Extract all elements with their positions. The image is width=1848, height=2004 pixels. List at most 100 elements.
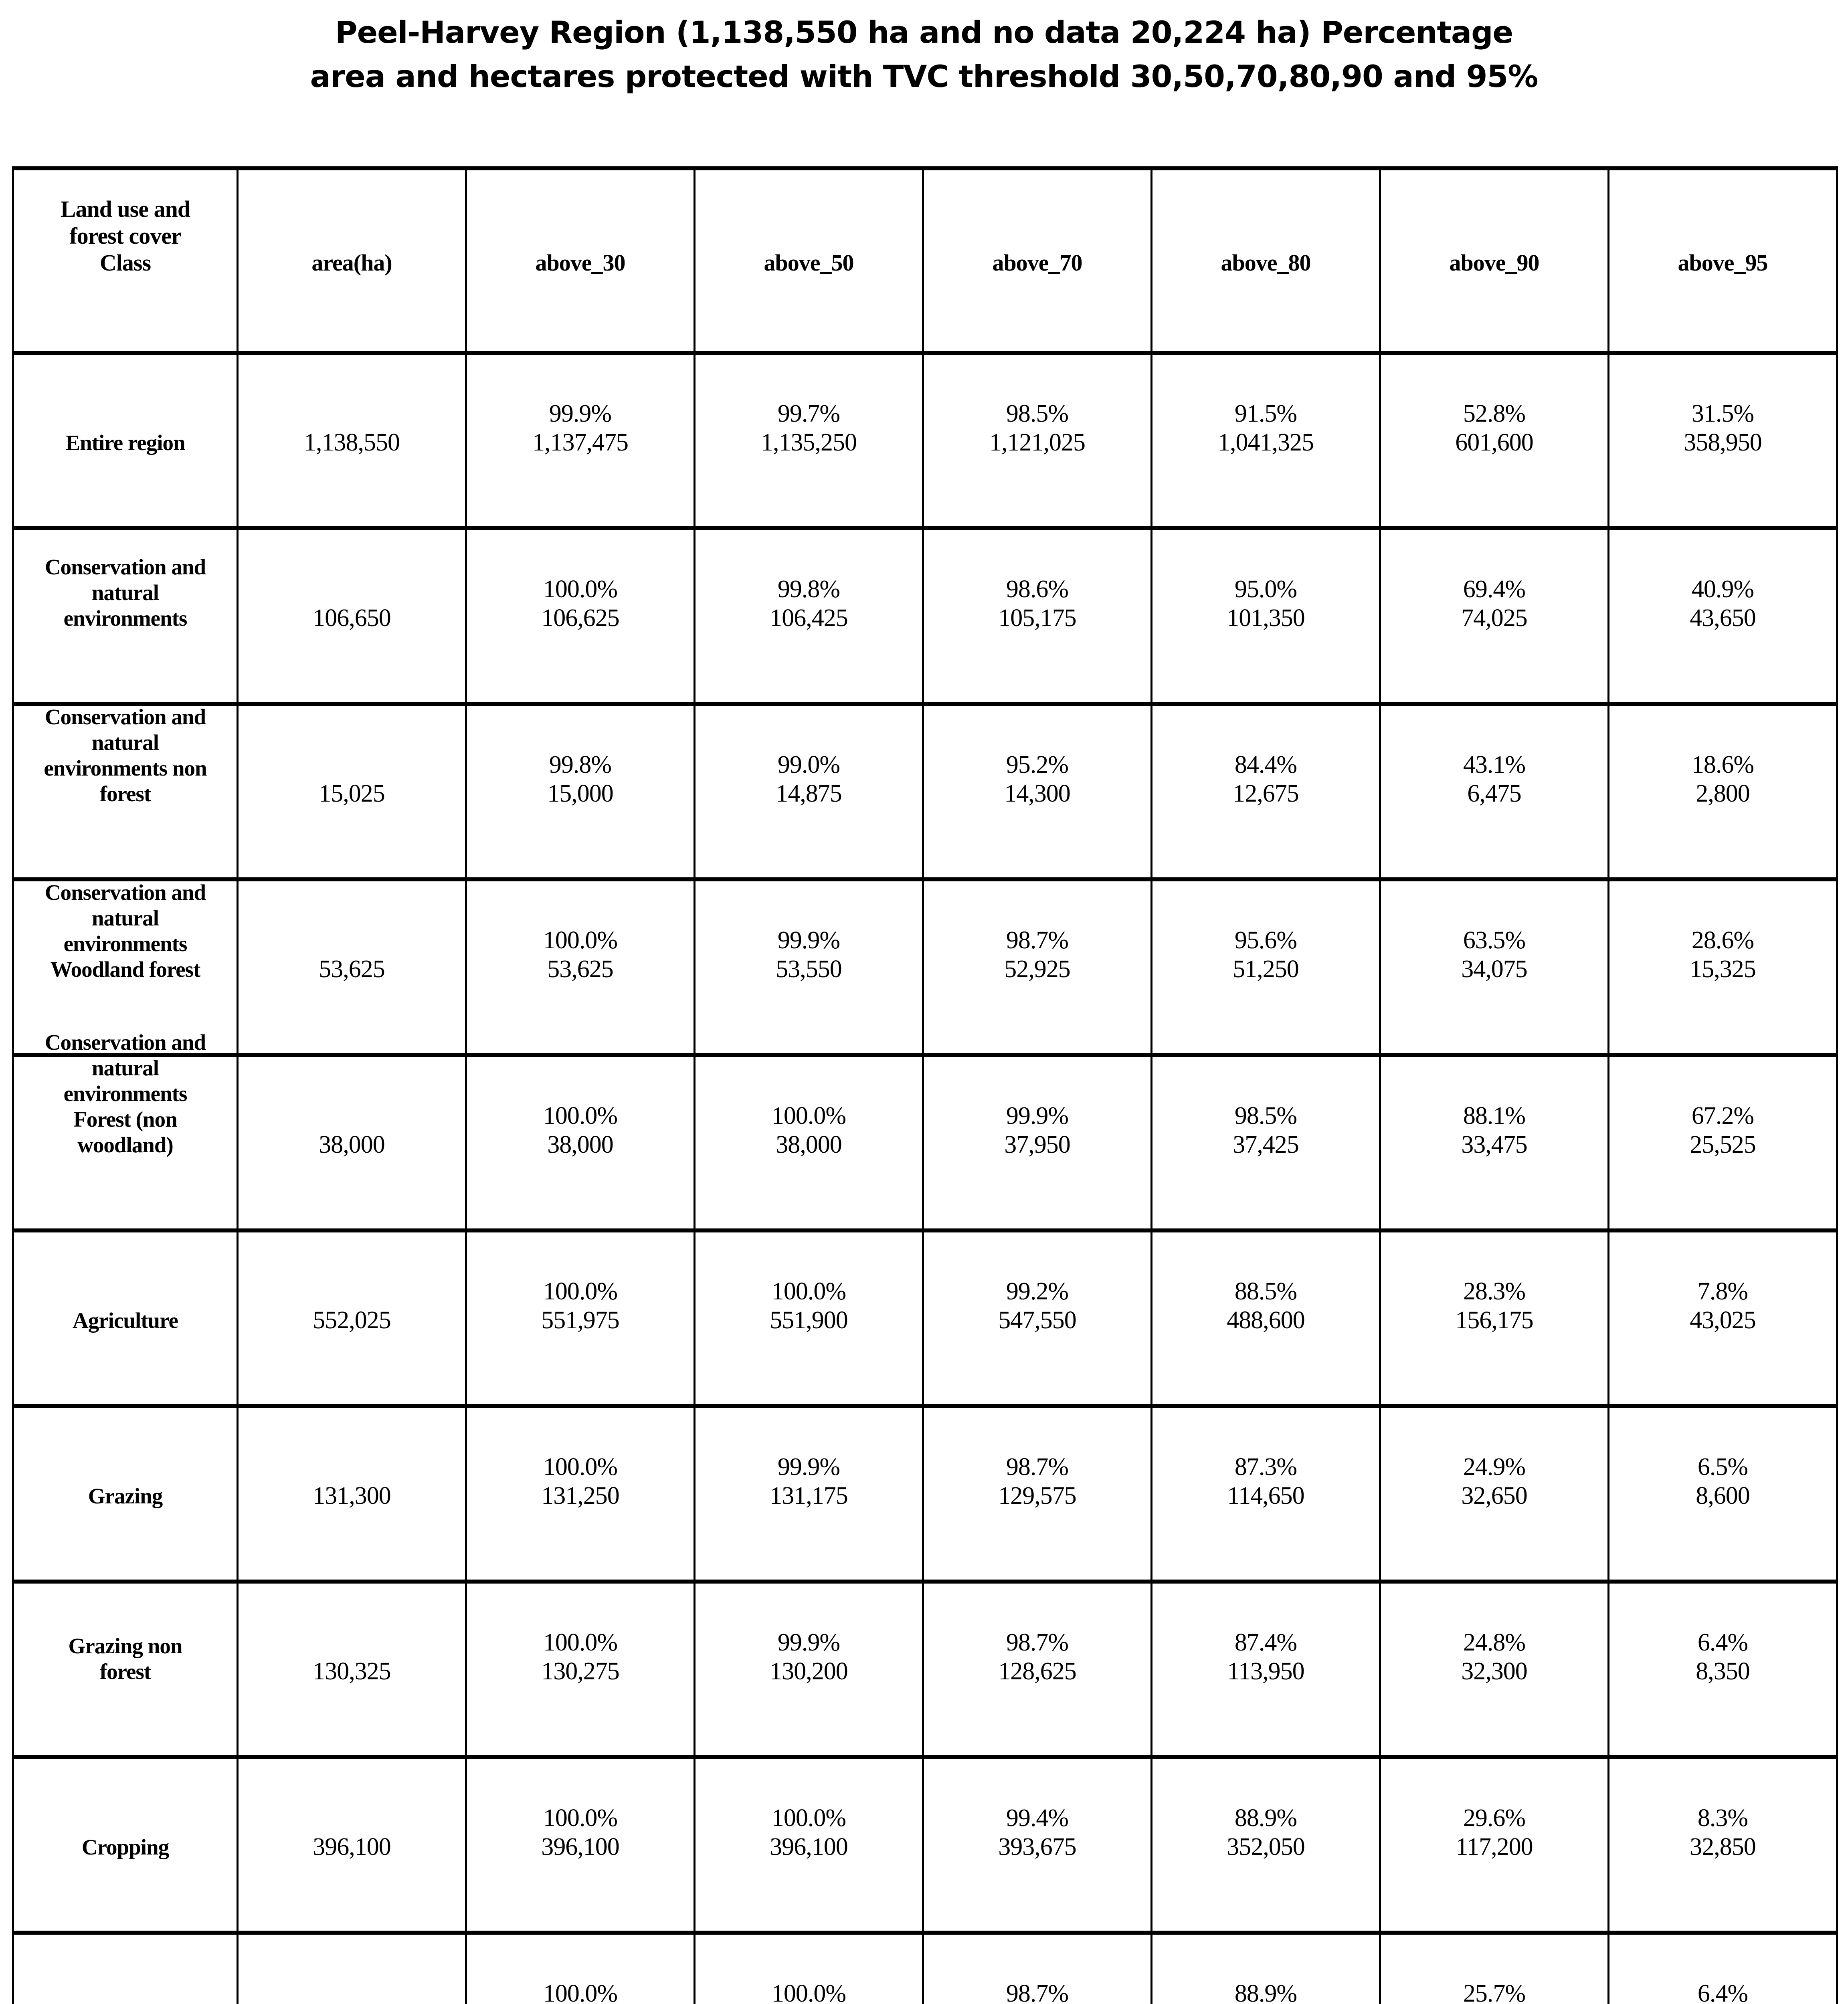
- ha-value: 14,300: [1004, 780, 1071, 808]
- col-header-label: above_30: [535, 250, 626, 276]
- ha-value: 130,200: [770, 1658, 848, 1685]
- pct-ha-cell: 98.7% 128,625: [922, 1580, 1152, 1759]
- pct-ha-cell: 25.7%6,325: [1379, 1931, 1609, 2004]
- ha-value: 15,000: [547, 780, 614, 808]
- pct-value: 18.6%: [1691, 751, 1754, 779]
- col-header-label: above_50: [764, 250, 854, 276]
- pct-value: 100.0%: [771, 1980, 846, 2004]
- area-cell: 53,625: [237, 877, 467, 1057]
- header-row: Land use and forest cover Class area(ha)…: [12, 166, 1838, 355]
- col-header-above-95: above_95: [1607, 166, 1838, 355]
- pct-ha-cell: 98.7% 129,575: [922, 1404, 1152, 1584]
- pct-value: 87.3%: [1234, 1453, 1297, 1481]
- pct-ha-cell: 100.0% 106,625: [465, 526, 696, 706]
- pct-ha-cell: 99.8% 106,425: [694, 526, 924, 706]
- pct-value: 29.6%: [1463, 1804, 1526, 1832]
- pct-value: 100.0%: [543, 1629, 618, 1657]
- pct-value: 52.8%: [1463, 400, 1526, 428]
- ha-value: 396,100: [541, 1833, 620, 1861]
- table-row: Conservation and natural environments no…: [12, 702, 1838, 881]
- ha-value: 117,200: [1456, 1833, 1533, 1861]
- row-label: Conservation and natural environments Fo…: [44, 1030, 206, 1157]
- ha-value: 8,600: [1696, 1482, 1750, 1510]
- pct-ha-cell: 40.9% 43,650: [1607, 526, 1838, 706]
- ha-value: 1,041,325: [1218, 429, 1314, 457]
- page-title: Peel-Harvey Region (1,138,550 ha and no …: [310, 14, 1539, 95]
- ha-value: 1,135,250: [761, 429, 857, 457]
- area-cell: 24,625: [237, 1931, 467, 2004]
- ha-value: 105,175: [998, 604, 1077, 632]
- col-header-label: above_70: [992, 250, 1083, 276]
- land-use-cell: Conservation and natural environments no…: [12, 702, 239, 881]
- pct-value: 8.3%: [1697, 1804, 1748, 1832]
- ha-value: 106,625: [541, 604, 620, 632]
- ha-value: 37,425: [1233, 1131, 1299, 1159]
- ha-value: 106,425: [770, 604, 848, 632]
- pct-ha-cell: 95.2% 14,300: [922, 702, 1152, 881]
- land-use-cell: Cropping: [12, 1755, 239, 1935]
- ha-value: 51,250: [1233, 956, 1299, 983]
- col-header-label: Land use and forest cover Class: [60, 196, 190, 276]
- pct-ha-cell: 100.0%24,625: [465, 1931, 696, 2004]
- pct-value: 98.7%: [1006, 1629, 1069, 1657]
- pct-value: 95.2%: [1006, 751, 1069, 779]
- pct-value: 63.5%: [1463, 927, 1526, 954]
- land-use-cell: Irrigation: [12, 1931, 239, 2004]
- pct-ha-cell: 100.0% 396,100: [465, 1755, 696, 1935]
- pct-ha-cell: 99.9% 53,550: [694, 877, 924, 1057]
- ha-value: 547,550: [998, 1307, 1077, 1334]
- ha-value: 551,975: [541, 1307, 620, 1334]
- pct-ha-cell: 29.6% 117,200: [1379, 1755, 1609, 1935]
- pct-value: 98.6%: [1006, 576, 1069, 603]
- pct-value: 98.5%: [1234, 1102, 1297, 1130]
- pct-value: 6.4%: [1697, 1629, 1748, 1657]
- pct-value: 98.5%: [1006, 400, 1069, 428]
- col-header-area: area(ha): [237, 166, 467, 355]
- pct-ha-cell: 99.9% 1,137,475: [465, 351, 696, 530]
- ha-value: 114,650: [1227, 1482, 1304, 1510]
- ha-value: 53,550: [776, 956, 842, 983]
- pct-value: 91.5%: [1234, 400, 1297, 428]
- pct-ha-cell: 24.9% 32,650: [1379, 1404, 1609, 1584]
- pct-ha-cell: 100.0% 130,275: [465, 1580, 696, 1759]
- area-value: 38,000: [319, 1131, 385, 1159]
- area-value: 106,650: [313, 604, 391, 632]
- area-cell: 1,138,550: [237, 351, 467, 530]
- pct-value: 88.1%: [1463, 1102, 1526, 1130]
- area-cell: 396,100: [237, 1755, 467, 1935]
- pct-ha-cell: 100.0% 38,000: [694, 1053, 924, 1232]
- pct-ha-cell: 99.4% 393,675: [922, 1755, 1152, 1935]
- pct-ha-cell: 98.5% 1,121,025: [922, 351, 1152, 530]
- pct-ha-cell: 63.5% 34,075: [1379, 877, 1609, 1057]
- pct-value: 100.0%: [543, 1453, 618, 1481]
- ha-value: 32,300: [1461, 1658, 1528, 1685]
- ha-value: 1,121,025: [989, 429, 1086, 457]
- pct-ha-cell: 100.0% 53,625: [465, 877, 696, 1057]
- area-cell: 552,025: [237, 1228, 467, 1408]
- pct-value: 99.9%: [777, 927, 840, 954]
- table-row: Entire region 1,138,550 99.9% 1,137,475 99.7…: [12, 351, 1838, 530]
- pct-value: 67.2%: [1691, 1102, 1754, 1130]
- row-label: Conservation and natural environments Wo…: [44, 880, 206, 982]
- pct-value: 24.8%: [1463, 1629, 1526, 1657]
- pct-ha-cell: 99.9% 130,200: [694, 1580, 924, 1759]
- pct-value: 88.9%: [1234, 1980, 1297, 2004]
- ha-value: 38,000: [776, 1131, 842, 1159]
- pct-value: 100.0%: [543, 927, 618, 954]
- pct-ha-cell: 98.7%24,300: [922, 1931, 1152, 2004]
- pct-value: 69.4%: [1463, 576, 1526, 603]
- pct-ha-cell: 99.7% 1,135,250: [694, 351, 924, 530]
- land-use-cell: Conservation and natural environments Fo…: [12, 1030, 239, 1232]
- pct-value: 99.8%: [777, 576, 840, 603]
- ha-value: 74,025: [1461, 604, 1528, 632]
- pct-ha-cell: 99.8% 15,000: [465, 702, 696, 881]
- table-row: Cropping 396,100 100.0% 396,100 100.0% 396,10…: [12, 1755, 1838, 1935]
- pct-value: 100.0%: [543, 1980, 618, 2004]
- pct-value: 95.0%: [1234, 576, 1297, 603]
- col-header-above-30: above_30: [465, 166, 696, 355]
- pct-value: 98.7%: [1006, 1453, 1069, 1481]
- pct-ha-cell: 88.9% 352,050: [1150, 1755, 1381, 1935]
- table-row: Grazing non forest 130,325 100.0% 130,275 99…: [12, 1580, 1838, 1759]
- col-header-label: area(ha): [311, 250, 392, 276]
- area-cell: 131,300: [237, 1404, 467, 1584]
